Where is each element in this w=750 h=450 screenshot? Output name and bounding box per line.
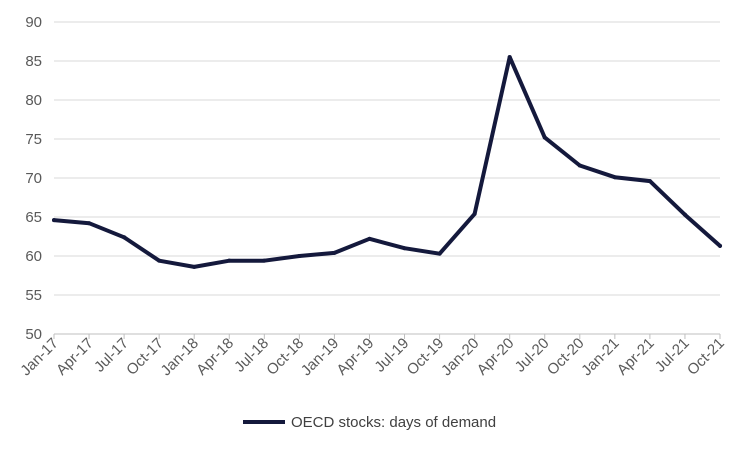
x-tick-label: Jan-19 [298, 335, 342, 379]
data-point [367, 236, 372, 241]
data-point [297, 254, 302, 258]
x-tick-label: Oct-19 [404, 335, 448, 379]
data-point [157, 258, 162, 263]
data-point [437, 251, 442, 256]
data-point [507, 55, 512, 60]
x-tick-label: Apr-21 [614, 335, 658, 379]
y-tick-label: 50 [25, 326, 42, 343]
series-line [52, 55, 722, 269]
x-tick-label: Apr-18 [193, 335, 237, 379]
data-point [87, 221, 92, 226]
y-tick-label: 65 [25, 209, 42, 226]
data-point [612, 175, 617, 180]
gridlines [54, 21, 720, 296]
y-tick-label: 90 [25, 14, 42, 31]
data-point [192, 264, 197, 269]
series-layer [52, 55, 722, 269]
data-point [577, 163, 582, 168]
data-point [262, 258, 267, 263]
data-point [402, 246, 407, 251]
x-tick-label: Oct-21 [684, 335, 728, 379]
data-point [647, 179, 652, 184]
data-point [472, 211, 477, 216]
data-point [542, 135, 547, 140]
x-tick-label: Apr-17 [53, 335, 97, 379]
data-point [122, 235, 127, 240]
x-tick-label: Apr-19 [333, 335, 377, 379]
data-point [52, 218, 56, 223]
legend: OECD stocks: days of demand [243, 414, 496, 431]
y-tick-label: 70 [25, 170, 42, 187]
x-tick-label: Oct-18 [263, 335, 307, 379]
x-tick-label: Jan-18 [158, 335, 202, 379]
y-tick-label: 80 [25, 92, 42, 109]
y-tick-label: 55 [25, 287, 42, 304]
data-point [718, 243, 722, 248]
x-tick-label: Oct-20 [544, 335, 588, 379]
data-point [682, 212, 687, 217]
data-point [227, 258, 232, 263]
y-axis: 50 55 60 65 70 75 80 85 90 [25, 14, 42, 343]
x-tick-label: Apr-20 [474, 335, 518, 379]
y-tick-label: 75 [25, 131, 42, 148]
x-tick-label: Jan-21 [578, 335, 622, 379]
legend-label: OECD stocks: days of demand [291, 414, 496, 431]
y-tick-label: 85 [25, 53, 42, 70]
x-tick-label: Jan-20 [438, 335, 482, 379]
y-tick-label: 60 [25, 248, 42, 265]
x-tick-label: Oct-17 [123, 335, 167, 379]
x-axis: Jan-17Apr-17Jul-17Oct-17Jan-18Apr-18Jul-… [17, 333, 728, 379]
data-point [332, 250, 337, 255]
